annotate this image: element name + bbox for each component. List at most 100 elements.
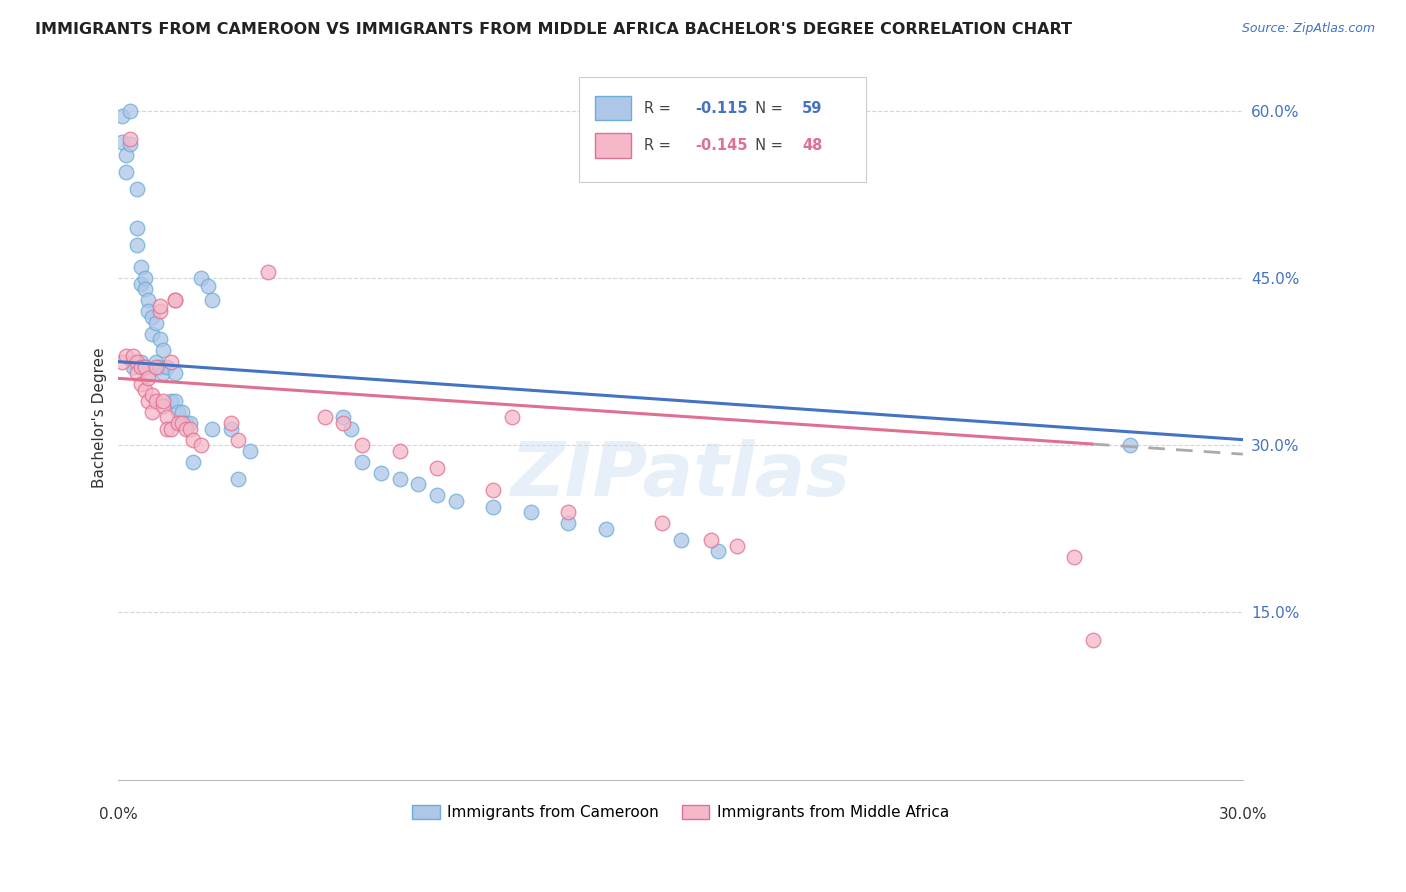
Point	[228, 472, 250, 486]
Point	[149, 299, 172, 313]
Point	[163, 393, 186, 408]
Point	[129, 376, 152, 391]
Point	[115, 349, 138, 363]
Point	[426, 460, 449, 475]
Point	[228, 433, 250, 447]
Point	[118, 137, 141, 152]
Point	[134, 360, 156, 375]
Point	[127, 237, 149, 252]
Point	[149, 332, 172, 346]
Point	[1081, 633, 1104, 648]
Point	[406, 477, 429, 491]
Point	[201, 421, 224, 435]
Point	[388, 443, 411, 458]
Point	[134, 271, 156, 285]
Text: -0.115: -0.115	[695, 101, 748, 116]
Point	[201, 293, 224, 308]
Point	[156, 410, 179, 425]
Point	[122, 360, 145, 375]
Point	[152, 393, 174, 408]
Text: IMMIGRANTS FROM CAMEROON VS IMMIGRANTS FROM MIDDLE AFRICA BACHELOR'S DEGREE CORR: IMMIGRANTS FROM CAMEROON VS IMMIGRANTS F…	[35, 22, 1073, 37]
Point	[129, 260, 152, 274]
Point	[156, 360, 179, 375]
Point	[141, 310, 163, 324]
Point	[152, 366, 174, 380]
Point	[141, 405, 163, 419]
Point	[111, 135, 134, 149]
Text: ZIPatlas: ZIPatlas	[510, 439, 851, 512]
Point	[179, 421, 201, 435]
Point	[134, 360, 156, 375]
Point	[160, 354, 183, 368]
Point	[725, 539, 748, 553]
Point	[174, 421, 197, 435]
Point	[314, 410, 336, 425]
Point	[1063, 549, 1085, 564]
Point	[138, 366, 160, 380]
Text: 0.0%: 0.0%	[98, 807, 138, 822]
Legend: Immigrants from Cameroon, Immigrants from Middle Africa: Immigrants from Cameroon, Immigrants fro…	[406, 798, 955, 826]
Point	[156, 421, 179, 435]
Point	[122, 349, 145, 363]
Point	[669, 533, 692, 547]
Point	[118, 103, 141, 118]
Point	[152, 399, 174, 413]
Point	[141, 326, 163, 341]
Point	[444, 494, 467, 508]
Point	[167, 405, 190, 419]
Point	[129, 354, 152, 368]
Point	[1119, 438, 1142, 452]
Point	[257, 265, 280, 279]
Point	[651, 516, 673, 531]
Point	[149, 304, 172, 318]
Point	[172, 416, 194, 430]
Point	[482, 483, 505, 497]
Point	[160, 393, 183, 408]
Point	[190, 271, 212, 285]
Point	[332, 410, 354, 425]
Point	[138, 371, 160, 385]
Point	[115, 165, 138, 179]
Point	[190, 438, 212, 452]
Point	[115, 148, 138, 162]
Point	[340, 421, 363, 435]
Point	[145, 393, 167, 408]
Point	[163, 293, 186, 308]
Point	[172, 405, 194, 419]
Text: 30.0%: 30.0%	[1219, 807, 1267, 822]
Point	[388, 472, 411, 486]
Point	[127, 366, 149, 380]
Point	[138, 393, 160, 408]
Point	[197, 278, 219, 293]
Point	[332, 416, 354, 430]
Point	[145, 316, 167, 330]
FancyBboxPatch shape	[595, 95, 631, 120]
Text: N =: N =	[745, 101, 787, 116]
Point	[352, 455, 374, 469]
Point	[134, 282, 156, 296]
Point	[138, 304, 160, 318]
Point	[138, 293, 160, 308]
Text: 59: 59	[801, 101, 823, 116]
Point	[219, 421, 242, 435]
Text: Source: ZipAtlas.com: Source: ZipAtlas.com	[1241, 22, 1375, 36]
Point	[219, 416, 242, 430]
Point	[134, 383, 156, 397]
Text: -0.145: -0.145	[695, 138, 748, 153]
Text: R =: R =	[644, 101, 675, 116]
Point	[707, 544, 730, 558]
Point	[557, 516, 579, 531]
Point	[482, 500, 505, 514]
Point	[183, 433, 205, 447]
Point	[127, 220, 149, 235]
Point	[111, 110, 134, 124]
Text: N =: N =	[745, 138, 787, 153]
Point	[127, 354, 149, 368]
Point	[183, 455, 205, 469]
Point	[152, 343, 174, 358]
Point	[111, 354, 134, 368]
Point	[145, 360, 167, 375]
Point	[163, 366, 186, 380]
Point	[122, 354, 145, 368]
Point	[118, 132, 141, 146]
